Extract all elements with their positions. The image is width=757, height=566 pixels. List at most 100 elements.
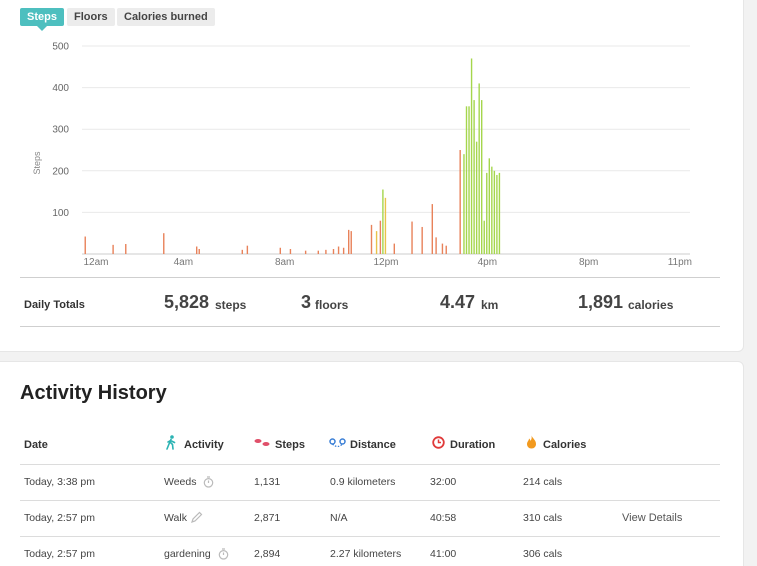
- chart-bar: [196, 246, 198, 254]
- column-duration: Duration: [450, 439, 496, 451]
- chart-bar: [279, 247, 281, 254]
- row-1-distance: 0.9 kilometers: [330, 476, 396, 488]
- column-calories: Calories: [543, 439, 587, 451]
- chart-bar: [481, 100, 483, 254]
- chart-bar: [382, 189, 384, 254]
- chart-bar: [478, 83, 480, 254]
- walking-person-icon: [166, 435, 176, 450]
- x-tick-label: 12am: [83, 257, 108, 268]
- total-distance-unit: km: [481, 298, 499, 312]
- chart-bar: [475, 141, 478, 254]
- row-1-duration: 32:00: [430, 476, 457, 488]
- chart-bar: [465, 106, 468, 254]
- y-tick-label: 200: [52, 166, 69, 177]
- chart-bar: [393, 243, 395, 254]
- chart-bar: [493, 170, 496, 254]
- tab-calories-burned[interactable]: Calories burned: [117, 8, 215, 26]
- chart-bar: [350, 231, 352, 254]
- total-floors-value: 3: [301, 292, 312, 312]
- row-3-duration: 41:00: [430, 548, 457, 560]
- column-activity: Activity: [184, 439, 224, 451]
- total-calories-value: 1,891: [578, 292, 624, 312]
- chart-bar: [241, 249, 243, 254]
- row-1-steps: 1,131: [254, 476, 281, 488]
- chart-bar: [435, 237, 437, 254]
- row-3-calories: 306 cals: [523, 548, 563, 560]
- chart-bar: [325, 249, 327, 254]
- total-floors-unit: floors: [315, 298, 349, 312]
- column-steps: Steps: [275, 439, 305, 451]
- row-2-activity[interactable]: Walk: [164, 512, 187, 524]
- table-row-divider: [20, 500, 720, 501]
- chart-bar: [463, 154, 465, 254]
- chart-bar: [246, 245, 249, 254]
- tab-steps[interactable]: Steps: [20, 8, 64, 31]
- tab-floors[interactable]: Floors: [67, 8, 115, 26]
- activity-chart-card: [0, 0, 744, 352]
- row-2-calories: 310 cals: [523, 512, 563, 524]
- table-row-divider: [20, 536, 720, 537]
- chart-bar: [491, 166, 493, 254]
- chart-bar: [421, 226, 423, 254]
- flame-icon: [527, 435, 536, 449]
- chart-bar: [317, 250, 319, 254]
- chart-bar: [483, 220, 485, 254]
- y-tick-label: 300: [52, 125, 69, 136]
- chart-bar: [112, 244, 114, 254]
- x-tick-label: 8am: [275, 257, 294, 268]
- chart-bar: [125, 244, 127, 254]
- row-3-date: Today, 2:57 pm: [24, 548, 96, 560]
- chart-x-ticks: 12am 4am 8am 12pm 4pm 8pm 11pm: [83, 257, 692, 268]
- chart-bars: [84, 58, 501, 255]
- column-distance: Distance: [350, 439, 396, 451]
- steps-chart: 500 400 300 200 100 12am 4am 8am 12pm 4pm 8pm 11pm…: [32, 42, 692, 269]
- pencil-icon[interactable]: [190, 511, 203, 524]
- x-tick-label: 4pm: [478, 257, 497, 268]
- row-3-activity[interactable]: gardening: [164, 548, 211, 560]
- chart-bar: [379, 220, 382, 254]
- chart-bar: [431, 204, 433, 254]
- total-steps-value: 5,828: [164, 292, 210, 312]
- chart-bar: [468, 106, 470, 254]
- chart-bar: [163, 233, 165, 254]
- footprints-icon: [254, 439, 270, 446]
- y-tick-label: 400: [52, 83, 69, 94]
- chart-bar: [411, 221, 413, 254]
- activity-history-title: Activity History: [20, 382, 167, 404]
- chart-bar: [332, 249, 335, 254]
- chart-bar: [370, 224, 373, 254]
- clock-icon: [432, 436, 445, 449]
- totals-bottom-divider: [20, 326, 720, 327]
- x-tick-label: 11pm: [668, 257, 692, 268]
- total-distance-value: 4.47: [440, 292, 476, 312]
- stopwatch-icon: [203, 476, 214, 488]
- chart-bar: [84, 236, 86, 254]
- y-tick-label: 100: [52, 208, 69, 219]
- chart-bar: [384, 197, 387, 254]
- row-2-date: Today, 2:57 pm: [24, 512, 96, 524]
- chart-bar: [337, 246, 340, 254]
- chart-bar: [486, 172, 488, 254]
- chart-bar: [496, 174, 498, 254]
- view-details-link[interactable]: View Details: [622, 512, 683, 524]
- row-1-date: Today, 3:38 pm: [24, 476, 96, 488]
- chart-y-ticks: 500 400 300 200 100: [52, 42, 69, 219]
- chart-bar: [348, 229, 350, 254]
- chart-bar: [342, 247, 345, 254]
- activity-history-card: [0, 361, 744, 566]
- daily-totals-label: Daily Totals: [24, 299, 85, 311]
- table-header-divider: [20, 464, 720, 465]
- row-1-activity[interactable]: Weeds: [164, 476, 197, 488]
- x-tick-label: 12pm: [373, 257, 398, 268]
- y-tick-label: 500: [52, 42, 69, 53]
- row-3-steps: 2,894: [254, 548, 281, 560]
- y-axis-title: Steps: [32, 151, 42, 175]
- x-tick-label: 8pm: [579, 257, 598, 268]
- chart-bar: [441, 243, 444, 254]
- total-calories-unit: calories: [628, 298, 674, 312]
- chart-bar: [445, 245, 447, 254]
- chart-bar: [459, 150, 461, 254]
- row-1-calories: 214 cals: [523, 476, 563, 488]
- row-2-distance: N/A: [330, 512, 348, 524]
- row-2-steps: 2,871: [254, 512, 281, 524]
